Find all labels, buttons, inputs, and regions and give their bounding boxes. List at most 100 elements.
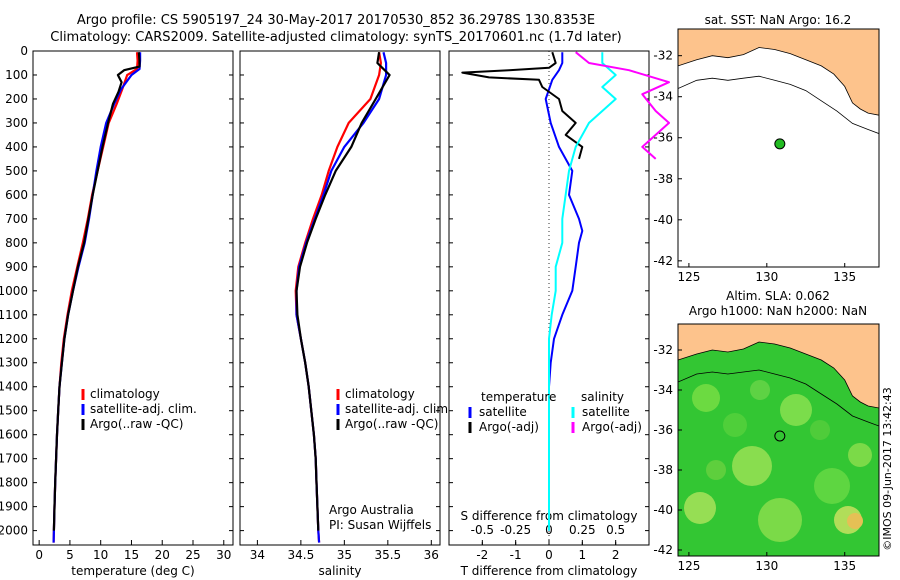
land-area [678, 324, 879, 409]
map-y-tick-label: -32 [653, 49, 673, 63]
y-tick-label: 2000 [0, 524, 28, 538]
legend-entry: satellite-adj. clim. [90, 402, 197, 416]
x-axis-label: salinity [318, 564, 361, 578]
argo-location-marker [774, 430, 786, 442]
series-line-1 [461, 51, 584, 160]
map-y-tick-label: -42 [653, 254, 673, 268]
sla-anomaly-blob [684, 492, 716, 524]
y-tick-label: 1600 [0, 428, 28, 442]
y-tick-label: 1400 [0, 380, 28, 394]
x-axis-label: T difference from climatology [460, 564, 638, 578]
sla-anomaly-blob [732, 446, 772, 486]
x-tick-label: 34 [250, 548, 265, 562]
isobath-line [678, 369, 879, 427]
plot-frame [32, 50, 234, 546]
legend-header: temperature [481, 390, 556, 404]
series-line-2 [548, 52, 617, 531]
annotation: Argo Australia [329, 503, 414, 517]
x-tick-label: -2 [476, 548, 488, 562]
map-x-tick-label: 130 [755, 559, 778, 573]
map-inner [678, 324, 879, 556]
map-y-tick-label: -38 [653, 463, 673, 477]
sla-anomaly-blob [706, 460, 726, 480]
y-tick-label: 1800 [0, 476, 28, 490]
argo-location-marker [774, 138, 786, 150]
sla-anomaly-blob [814, 468, 850, 504]
map-x-tick-label: 130 [755, 270, 778, 284]
x-axis-label: temperature (deg C) [71, 564, 194, 578]
x2-tick-label: 0.5 [606, 523, 625, 537]
y-tick-label: 800 [5, 236, 28, 250]
x2-tick-label: -0.25 [500, 523, 531, 537]
map-y-tick-label: -36 [653, 131, 673, 145]
land-area [678, 29, 879, 116]
y-tick-label: 0 [20, 44, 28, 58]
sla-anomaly-blob [848, 443, 872, 467]
sla-anomaly-blob [723, 413, 747, 437]
x-tick-label: -1 [510, 548, 522, 562]
x-tick-label: 25 [185, 548, 200, 562]
map-frame [677, 28, 880, 268]
legend-entry: Argo(..raw -QC) [345, 417, 438, 431]
map-y-tick-label: -36 [653, 423, 673, 437]
y-tick-label: 1700 [0, 452, 28, 466]
side-credit: ©IMOS 09-Jun-2017 13:42:43 [881, 387, 894, 551]
x-tick-label: 1 [579, 548, 587, 562]
map-y-tick-label: -34 [653, 90, 673, 104]
legend-entry: Argo(-adj) [582, 420, 642, 434]
x-tick-label: 0 [35, 548, 43, 562]
map-x-tick-label: 125 [677, 270, 700, 284]
map-y-tick-label: -38 [653, 172, 673, 186]
sst-map: 125 130 135 -32 -34 -36 -38 -40 -42 sat. SST: NaN… [653, 13, 880, 284]
x-tick-label: 35 [337, 548, 352, 562]
map-x-tick-label: 135 [833, 559, 856, 573]
x-tick-label: 2 [612, 548, 620, 562]
y-tick-label: 1300 [0, 356, 28, 370]
series-line-3 [575, 51, 670, 160]
y-tick-label: 700 [5, 212, 28, 226]
y-tick-label: 900 [5, 260, 28, 274]
legend-entry: climatology [345, 387, 415, 401]
isobath-line [678, 75, 879, 134]
map-y-tick-label: -40 [653, 503, 673, 517]
y-tick-label: 1000 [0, 284, 28, 298]
series-line-2 [52, 52, 141, 531]
x-tick-label: 34.5 [288, 548, 315, 562]
sla-anomaly-blob [750, 380, 770, 400]
x-tick-label: 5 [66, 548, 74, 562]
legend-header: salinity [581, 390, 624, 404]
y-tick-label: 400 [5, 140, 28, 154]
x-tick-label: 30 [216, 548, 231, 562]
plot-frame [239, 50, 441, 546]
y-tick-label: 1200 [0, 332, 28, 346]
sla-anomaly-blob [810, 420, 830, 440]
map-title-line2: Argo h1000: NaN h2000: NaN [689, 304, 867, 318]
sla-map: 125 130 135 -32 -34 -36 -38 -40 -42 Altim. SLA: 0… [653, 289, 880, 573]
sla-anomaly-blob [780, 394, 812, 426]
salinity-profile-chart: 34 34.5 35 35.5 36 salinity climatologysatelli… [239, 50, 452, 578]
x2-tick-label: 0.25 [569, 523, 596, 537]
y-tick-label: 100 [5, 68, 28, 82]
x-tick-label: 20 [155, 548, 170, 562]
x-tick-label: 15 [124, 548, 139, 562]
legend-entry: climatology [90, 387, 160, 401]
sla-anomaly-blob [758, 498, 802, 542]
x2-tick-label: -0.5 [471, 523, 494, 537]
difference-profile-chart: -2 -1 0 1 2 T difference from climatology -0.5… [448, 50, 670, 578]
y-tick-label: 500 [5, 164, 28, 178]
y-tick-label: 1900 [0, 500, 28, 514]
series-line-2 [295, 52, 391, 531]
header-line2: Climatology: CARS2009. Satellite-adjuste… [50, 30, 622, 45]
legend-entry: satellite [582, 405, 630, 419]
x-tick-label: 10 [93, 548, 108, 562]
map-title-line1: Altim. SLA: 0.062 [726, 289, 830, 303]
y-tick-label: 1100 [0, 308, 28, 322]
temperature-profile-chart: 0 5 10 15 20 25 30 temperature (deg C) 0 100 200 30… [0, 44, 234, 578]
map-frame [677, 323, 880, 557]
x-tick-label: 36 [424, 548, 439, 562]
map-x-tick-label: 135 [833, 270, 856, 284]
y-tick-label: 1500 [0, 404, 28, 418]
x-tick-label: 0 [545, 548, 553, 562]
map-y-tick-label: -40 [653, 213, 673, 227]
